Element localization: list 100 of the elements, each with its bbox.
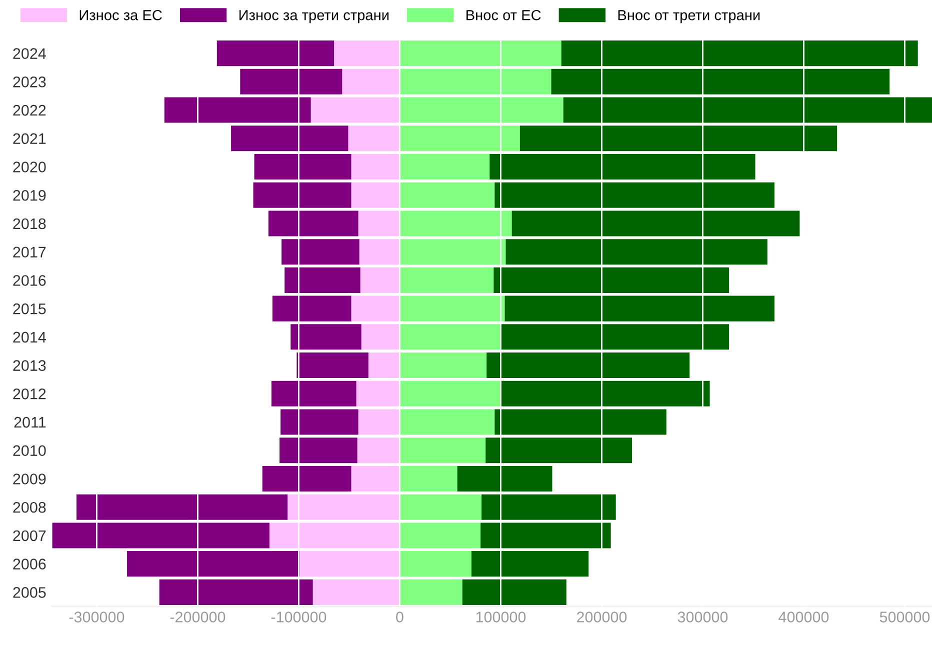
bar [164,97,311,123]
bar [268,210,358,236]
bar [490,154,756,180]
x-tick-label: -300000 [69,612,124,622]
bar [359,239,400,265]
y-tick-label: 2022 [13,104,46,116]
y-tick-label: 2010 [13,445,46,456]
bar [494,267,729,293]
x-tick-label: -100000 [271,612,326,622]
bar [400,210,512,236]
x-tick-label: 200000 [577,612,627,622]
bar [494,182,774,208]
y-tick-label: 2018 [13,218,46,230]
bar [282,239,360,265]
bar [216,40,334,66]
y-tick-label: 2006 [13,558,46,570]
bar [358,210,400,236]
y-tick-label: 2014 [13,332,46,343]
bar [561,40,918,66]
bar [457,466,552,492]
y-tick-label: 2015 [13,303,46,314]
y-tick-label: 2019 [13,190,46,201]
bar [357,438,400,464]
bar [400,296,505,322]
x-tick-label: 0 [396,612,404,622]
bar [351,182,400,208]
bar [288,494,400,520]
y-tick-label: 2009 [13,474,46,484]
bar [358,409,400,435]
bar [400,68,552,94]
bar [563,97,932,123]
bar [52,522,270,548]
bar [360,267,400,293]
bar [348,126,400,152]
bar [312,579,400,605]
bar [272,296,352,322]
bar [351,154,400,180]
y-tick-label: 2017 [13,246,46,258]
x-tick-label: 100000 [476,612,526,622]
bar [506,239,768,265]
x-tick-label: 400000 [778,612,829,622]
y-tick-label: 2008 [13,502,46,513]
bar [480,522,611,548]
bar [400,466,458,492]
legend-label: Износ за ЕС [80,10,162,20]
bar [351,296,400,322]
y-tick-label: 2013 [13,360,46,371]
bar [269,522,400,548]
y-tick-label: 2023 [13,76,46,88]
bar [400,126,520,152]
bar [486,438,632,464]
y-tick-label: 2007 [13,530,46,542]
y-tick-label: 2005 [13,587,46,598]
bar [400,97,564,123]
bar [486,352,690,378]
bar [512,210,800,236]
bar [368,352,400,378]
bar [400,494,482,520]
bar [462,579,566,605]
y-tick-label: 2021 [13,133,46,144]
bar [504,296,774,322]
bar [471,551,589,577]
bar [254,154,352,180]
bar [400,551,472,577]
bar [290,324,362,350]
bar [400,239,506,265]
bar [262,466,352,492]
bar [400,579,462,605]
bar [310,97,400,123]
bar [280,409,358,435]
bar [551,68,890,94]
x-tick-label: 500000 [880,612,930,622]
y-tick-label: 2020 [13,162,46,172]
bar [334,40,400,66]
bar [400,522,481,548]
bar [351,466,400,492]
bar [76,494,288,520]
bar [253,182,352,208]
bar [296,352,368,378]
bar [400,324,501,350]
legend-label: Внос от ЕС [466,10,541,20]
bar [159,579,313,605]
bar [400,40,562,66]
bar [520,126,838,152]
y-tick-label: 2012 [13,388,46,400]
legend-label: Износ за трети страни [239,10,388,24]
bar [127,551,300,577]
bar [400,409,495,435]
bar [400,352,487,378]
bar [400,380,501,406]
bar [494,409,666,435]
y-tick-label: 2016 [13,275,46,286]
bar [300,551,400,577]
bar [280,438,358,464]
bar [500,324,729,350]
y-tick-label: 2011 [14,416,46,428]
bar [240,68,342,94]
x-tick-label: 300000 [678,612,728,622]
bar [342,68,400,94]
bar [271,380,356,406]
